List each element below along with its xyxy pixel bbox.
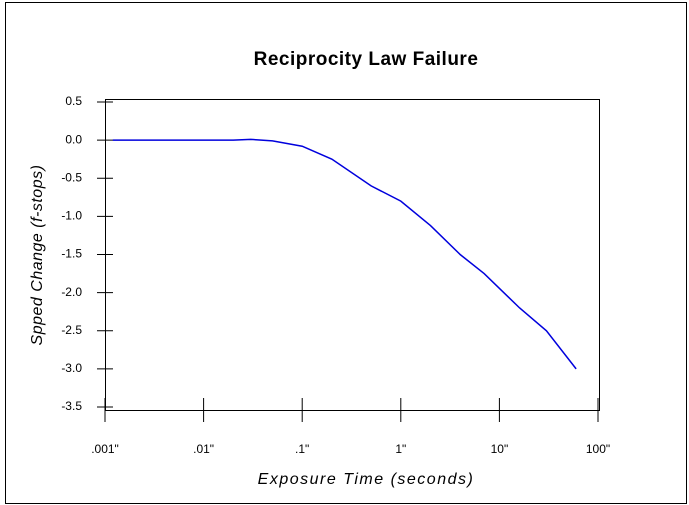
x-tick-label: .1" bbox=[295, 442, 309, 456]
y-axis-label: Spped Change (f-stops) bbox=[29, 165, 46, 346]
frame bbox=[5, 2, 687, 504]
y-tick-label: 0.5 bbox=[65, 94, 82, 108]
y-tick-label: -2.0 bbox=[61, 285, 82, 299]
data-line bbox=[112, 138, 577, 370]
y-tick-label: -2.5 bbox=[61, 323, 82, 337]
x-tick-label: .001" bbox=[91, 442, 119, 456]
x-tick-label: 1" bbox=[395, 442, 406, 456]
plot-area bbox=[105, 99, 600, 411]
x-tick-label: .01" bbox=[193, 442, 214, 456]
y-tick-label: -3.0 bbox=[61, 361, 82, 375]
y-tick-label: -0.5 bbox=[61, 170, 82, 184]
chart-title: Reciprocity Law Failure bbox=[254, 49, 479, 70]
y-tick-label: 0.0 bbox=[65, 132, 82, 146]
y-tick-label: -1.0 bbox=[61, 209, 82, 223]
x-tick-label: 100" bbox=[586, 442, 610, 456]
x-tick-label: 10" bbox=[491, 442, 509, 456]
x-axis-label: Exposure Time (seconds) bbox=[258, 471, 475, 488]
y-tick-label: -1.5 bbox=[61, 247, 82, 261]
y-tick-label: -3.5 bbox=[61, 399, 82, 413]
